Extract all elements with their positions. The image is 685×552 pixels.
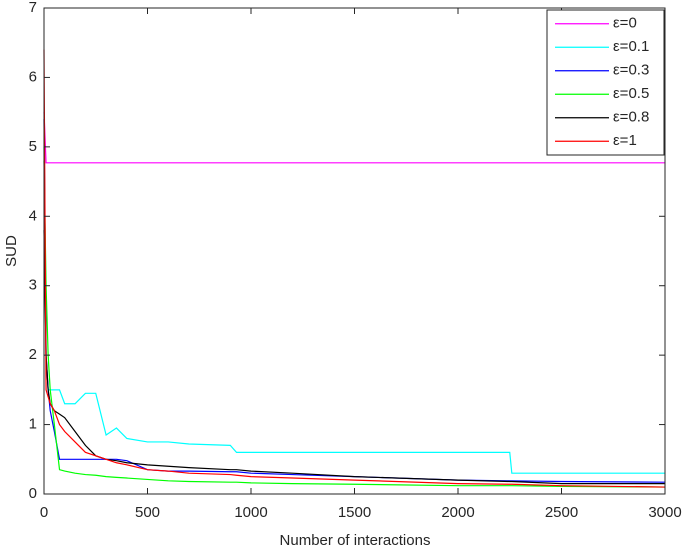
y-tick-label: 3 bbox=[29, 277, 37, 294]
x-tick-label: 500 bbox=[135, 504, 160, 521]
y-tick-label: 5 bbox=[29, 138, 37, 155]
x-tick-label: 0 bbox=[40, 504, 48, 521]
x-tick-label: 3000 bbox=[648, 504, 681, 521]
y-tick-label: 2 bbox=[29, 346, 37, 363]
legend-label: ε=0 bbox=[613, 15, 637, 32]
x-tick-label: 1000 bbox=[234, 504, 267, 521]
x-tick-label: 2500 bbox=[545, 504, 578, 521]
x-axis-label: Number of interactions bbox=[280, 532, 431, 549]
series-line bbox=[43, 119, 666, 483]
series-line bbox=[43, 160, 666, 488]
y-tick-label: 4 bbox=[29, 207, 37, 224]
series-line bbox=[43, 112, 665, 164]
y-tick-label: 6 bbox=[29, 68, 37, 85]
y-tick-label: 7 bbox=[29, 0, 37, 16]
legend-label: ε=0.5 bbox=[613, 85, 649, 102]
series-line bbox=[43, 49, 666, 488]
legend-label: ε=0.1 bbox=[613, 38, 649, 55]
legend-label: ε=0.8 bbox=[613, 109, 649, 126]
x-tick-label: 2000 bbox=[441, 504, 474, 521]
x-tick-label: 1500 bbox=[338, 504, 371, 521]
y-axis-label: SUD bbox=[3, 235, 20, 267]
legend-label: ε=1 bbox=[613, 132, 637, 149]
legend: ε=0 ε=0.1 ε=0.3 ε=0.5 ε=0.8 ε=1 bbox=[546, 9, 665, 156]
legend-box bbox=[546, 9, 665, 156]
y-tick-label: 1 bbox=[29, 416, 37, 433]
legend-label: ε=0.3 bbox=[613, 62, 649, 79]
y-tick-label: 0 bbox=[29, 485, 37, 502]
series-line bbox=[43, 146, 665, 474]
series-line bbox=[43, 230, 665, 485]
